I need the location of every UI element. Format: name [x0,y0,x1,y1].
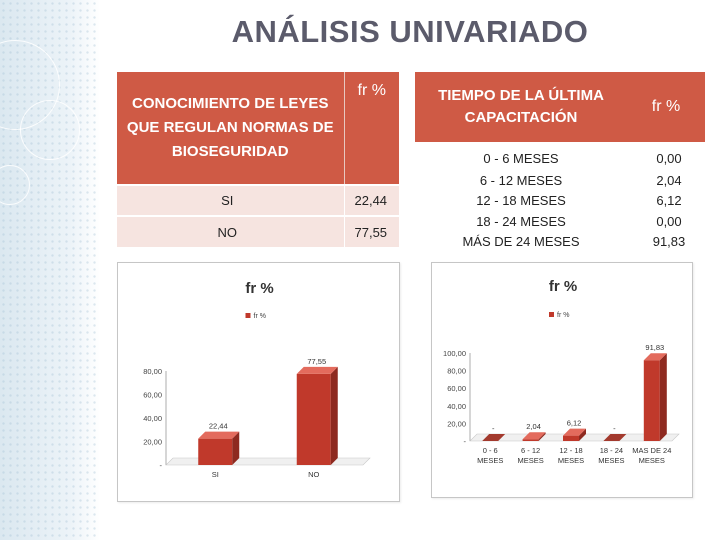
data-label: - [492,424,495,433]
y-tick-label: - [160,461,163,470]
legend-swatch [245,313,251,318]
table-row: 18 - 24 MESES 0,00 [415,211,705,232]
table-row: MÁS DE 24 MESES 91,83 [415,232,705,253]
row-label: 0 - 6 MESES [483,150,559,166]
y-tick-label: 20,00 [143,438,162,447]
bar-top [522,432,546,440]
bar-side [538,432,546,441]
bar [482,434,506,441]
legend-swatch [549,312,554,317]
y-tick-label: 80,00 [447,367,466,376]
legend-label: fr % [254,313,266,320]
row-label: 18 - 24 MESES [476,213,566,229]
training-chart-svg: fr % fr % - 20,00 40,00 60,00 80,00 100,00 - 0 - … [443,278,680,465]
training-table-header-value: fr % [627,72,705,142]
x-tick-label: 0 - 6 [483,446,498,455]
bar-side [330,366,338,465]
bar-side [579,428,586,441]
y-tick-label: 80,00 [143,367,162,376]
decorative-circle [20,100,80,160]
x-tick-label: NO [308,470,319,479]
row-value: 2,04 [656,172,682,188]
bar [643,360,660,441]
bar-top [563,428,586,436]
data-label: - [613,424,616,433]
row-value: 6,12 [656,193,682,209]
table-row: 12 - 18 MESES 6,12 [415,191,705,212]
row-label: 12 - 18 MESES [476,193,566,209]
bar [563,435,579,441]
x-tick-label: SI [212,470,219,479]
y-tick-label: 60,00 [447,384,466,393]
table-row: SI 22,44 [117,184,399,216]
bar-top [198,431,240,439]
row-value: 91,83 [652,234,686,250]
table-row: NO 77,55 [117,215,399,247]
knowledge-chart-svg: fr % fr % - 20,00 40,00 60,00 80,00 22,44 SI 77,5… [143,280,371,479]
x-tick-label: MESES [639,456,665,465]
chart-title: fr % [549,278,577,295]
knowledge-table: CONOCIMIENTO DE LEYES QUE REGULAN NORMAS… [117,72,399,247]
knowledge-table-header-label: CONOCIMIENTO DE LEYES QUE REGULAN NORMAS… [117,72,345,185]
bar [603,434,627,441]
x-tick-label: 18 - 24 [600,446,623,455]
page-title: ANÁLISIS UNIVARIADO [231,14,589,49]
chart-title: fr % [245,280,273,297]
training-bar-chart: fr % fr % - 20,00 40,00 60,00 80,00 100,00 - 0 - … [431,262,693,498]
row-value: 22,44 [344,184,399,216]
table-row: 6 - 12 MESES 2,04 [415,170,705,191]
row-label: MÁS DE 24 MESES [462,234,580,250]
bar-top [296,366,338,374]
data-label: 91,83 [645,343,664,352]
knowledge-table-header-value: fr % [344,72,399,185]
training-time-table: TIEMPO DE LA ÚLTIMA CAPACITACIÓN fr % 0 … [415,72,705,252]
legend-label: fr % [557,312,569,319]
y-tick-label: - [464,437,467,446]
row-value: 0,00 [656,213,682,229]
x-tick-label: 6 - 12 [521,446,540,455]
row-value: 77,55 [344,215,399,247]
y-tick-label: 40,00 [143,414,162,423]
bar-side [232,431,240,465]
bar [522,439,539,441]
row-value: 0,00 [656,150,682,166]
chart-floor [165,457,371,466]
row-label: SI [117,184,345,216]
x-tick-label: MESES [477,456,503,465]
y-tick-label: 100,00 [443,349,466,358]
y-tick-label: 40,00 [447,402,466,411]
bar [296,373,331,465]
x-tick-label: MESES [598,456,624,465]
table-row: 0 - 6 MESES 0,00 [415,142,705,170]
x-tick-label: MESES [558,456,584,465]
data-label: 6,12 [567,419,582,428]
row-label: NO [117,215,345,247]
y-tick-label: 60,00 [143,391,162,400]
bar-top [643,353,667,361]
training-table-header-label: TIEMPO DE LA ÚLTIMA CAPACITACIÓN [415,72,627,142]
bar [198,438,233,465]
bar-side [659,353,667,441]
y-tick-label: 20,00 [447,419,466,428]
data-label: 22,44 [209,422,228,431]
data-label: 77,55 [307,357,326,366]
knowledge-bar-chart: fr % fr % - 20,00 40,00 60,00 80,00 22,44 SI 77,5… [117,262,400,502]
data-label: 2,04 [526,422,541,431]
x-tick-label: MAS DE 24 [632,446,671,455]
x-tick-label: 12 - 18 [559,446,582,455]
x-tick-label: MESES [517,456,543,465]
row-label: 6 - 12 MESES [479,172,563,188]
